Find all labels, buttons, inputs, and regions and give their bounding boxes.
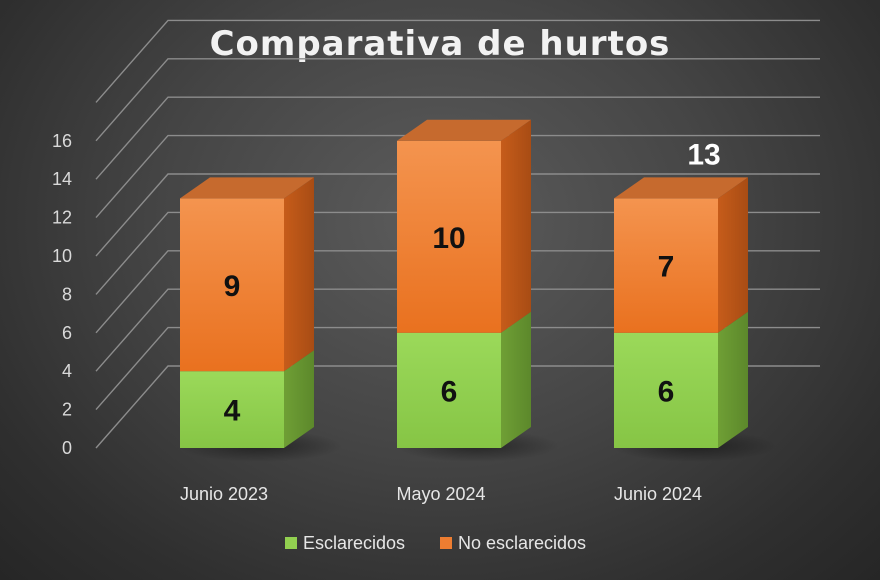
legend-label: Esclarecidos xyxy=(303,533,405,553)
bar-segment xyxy=(180,371,284,448)
bar-segment xyxy=(614,332,718,448)
bar-top xyxy=(180,177,314,199)
y-tick-label: 10 xyxy=(52,246,72,266)
gridline xyxy=(95,134,820,219)
y-tick-label: 12 xyxy=(52,208,72,228)
gridline xyxy=(95,326,820,411)
gridline xyxy=(95,211,820,295)
data-label: 7 xyxy=(658,251,675,284)
bar-segment xyxy=(180,198,284,372)
gridline xyxy=(95,58,820,142)
x-tick-label: Junio 2024 xyxy=(614,484,702,504)
gridline xyxy=(95,250,820,334)
bar-side xyxy=(718,177,748,333)
chart-title: Comparativa de hurtos xyxy=(210,24,671,64)
bar-side xyxy=(284,350,314,448)
y-tick-label: 2 xyxy=(62,400,72,420)
gridline xyxy=(95,19,820,103)
gridline xyxy=(95,288,820,372)
annotation-label: 13 xyxy=(687,138,720,171)
bar-segment xyxy=(614,198,718,333)
y-tick-label: 8 xyxy=(62,284,72,304)
legend-swatch xyxy=(285,537,297,549)
bar-top xyxy=(614,177,748,199)
bar-segment xyxy=(397,140,501,333)
y-tick-label: 4 xyxy=(62,361,72,381)
bar-side xyxy=(501,119,531,333)
bar-side xyxy=(501,311,531,448)
x-tick-label: Mayo 2024 xyxy=(396,484,485,504)
y-tick-label: 16 xyxy=(52,131,72,151)
bar-top xyxy=(397,119,531,141)
data-label: 9 xyxy=(224,270,241,303)
data-label: 10 xyxy=(432,222,465,255)
data-label: 6 xyxy=(658,375,675,408)
y-tick-label: 14 xyxy=(52,169,72,189)
bar-side xyxy=(284,177,314,372)
bar-side xyxy=(718,311,748,448)
y-tick-label: 0 xyxy=(62,438,72,458)
legend-swatch xyxy=(440,537,452,549)
gridline xyxy=(95,173,820,257)
gridline xyxy=(95,96,820,180)
data-label: 6 xyxy=(441,375,458,408)
gridline xyxy=(95,365,820,449)
y-tick-label: 6 xyxy=(62,323,72,343)
data-label: 4 xyxy=(224,395,241,428)
bar-segment xyxy=(397,332,501,448)
x-tick-label: Junio 2023 xyxy=(180,484,268,504)
legend-label: No esclarecidos xyxy=(458,533,586,553)
